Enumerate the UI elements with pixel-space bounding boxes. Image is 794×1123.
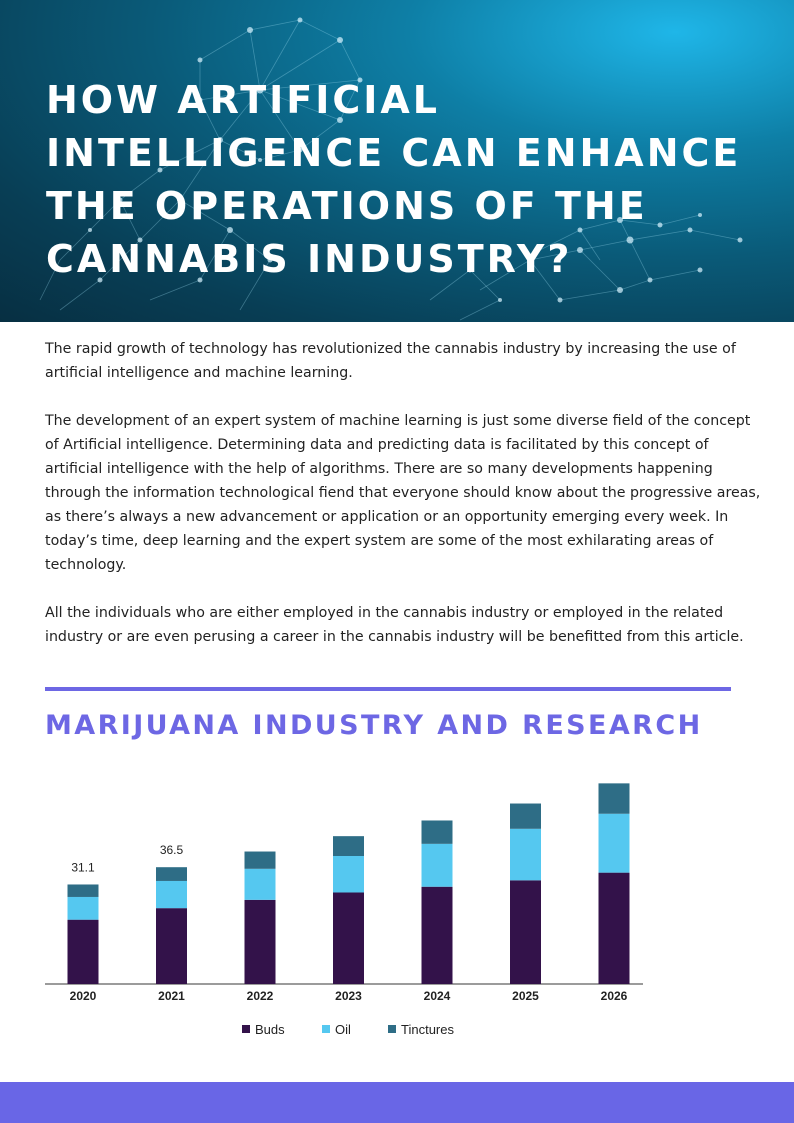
- x-tick-label: 2024: [424, 989, 451, 1003]
- x-tick-label: 2022: [247, 989, 274, 1003]
- neural-network-illustration: [39, 17, 743, 321]
- bar-tinctures-2025: [510, 803, 541, 829]
- intro-paragraph: All the individuals who are either emplo…: [45, 605, 744, 645]
- bar-oil-2024: [421, 843, 453, 887]
- legend-swatch: [242, 1025, 250, 1033]
- bar-buds-2025: [510, 880, 541, 984]
- hero-banner: HOW ARTIFICIAL INTELLIGENCE CAN ENHANCE …: [0, 0, 794, 322]
- footer-band: [0, 1082, 794, 1123]
- bar-buds-2023: [333, 892, 364, 984]
- bar-oil-2021: [156, 880, 187, 909]
- bar-tinctures-2021: [156, 867, 187, 881]
- legend-label: Buds: [255, 1022, 285, 1037]
- x-tick-label: 2025: [512, 989, 539, 1003]
- x-tick-label: 2021: [158, 989, 185, 1003]
- legend-item-buds: Buds: [242, 1022, 285, 1037]
- bar-oil-2023: [333, 856, 364, 893]
- bar-buds-2026: [598, 872, 630, 984]
- data-label-2021: 36.5: [160, 843, 184, 857]
- bar-oil-2026: [598, 813, 630, 873]
- bar-tinctures-2022: [244, 851, 276, 869]
- bar-buds-2021: [156, 908, 187, 984]
- bar-tinctures-2020: [67, 884, 99, 897]
- intro-paragraph: The rapid growth of technology has revol…: [45, 341, 736, 381]
- legend-label: Tinctures: [401, 1022, 454, 1037]
- bar-oil-2020: [67, 896, 99, 920]
- x-tick-label: 2026: [601, 989, 628, 1003]
- bar-tinctures-2023: [333, 836, 364, 856]
- bar-buds-2020: [67, 919, 99, 984]
- x-tick-label: 2023: [335, 989, 362, 1003]
- legend-label: Oil: [335, 1022, 351, 1037]
- page-title: HOW ARTIFICIAL INTELLIGENCE CAN ENHANCE …: [46, 78, 742, 281]
- bar-buds-2024: [421, 886, 453, 984]
- article-intro: The rapid growth of technology has revol…: [45, 337, 761, 673]
- data-label-2020: 31.1: [71, 860, 95, 874]
- legend-swatch: [388, 1025, 396, 1033]
- bar-oil-2025: [510, 828, 541, 881]
- legend-swatch: [322, 1025, 330, 1033]
- bar-oil-2022: [244, 868, 276, 900]
- bar-buds-2022: [244, 899, 276, 984]
- bar-tinctures-2024: [421, 820, 453, 844]
- legend-item-oil: Oil: [322, 1022, 351, 1037]
- bar-tinctures-2026: [598, 783, 630, 814]
- x-tick-label: 2020: [70, 989, 97, 1003]
- section-heading: MARIJUANA INDUSTRY AND RESEARCH: [45, 710, 703, 741]
- intro-paragraph: The development of an expert system of m…: [45, 413, 761, 573]
- legend-item-tinctures: Tinctures: [388, 1022, 454, 1037]
- stacked-bar-chart: 31.1 2020 36.5 2021 2022 2023 2024 2025 2026 Buds…: [45, 783, 643, 1037]
- section-divider: [45, 687, 731, 691]
